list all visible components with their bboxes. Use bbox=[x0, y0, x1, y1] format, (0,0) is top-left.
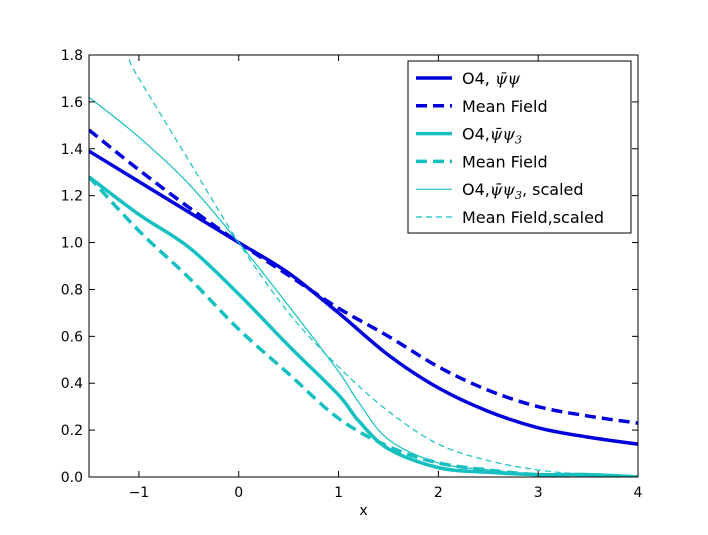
legend-entries: O4, ψ̄ψ Mean Field O4,ψ̄ψ3 Mean Field O4,ψ̄ψ… bbox=[416, 69, 604, 227]
y-tick-label: 0.4 bbox=[61, 376, 83, 392]
x-tick-label: −1 bbox=[129, 485, 150, 501]
legend: O4, ψ̄ψ Mean Field O4,ψ̄ψ3 Mean Field O4,ψ̄ψ… bbox=[407, 60, 632, 234]
y-tick-label: 0.8 bbox=[61, 282, 83, 298]
x-tick-label: 1 bbox=[334, 485, 343, 501]
y-tick-label: 0.2 bbox=[61, 423, 83, 439]
y-tick-label: 1.2 bbox=[61, 189, 83, 205]
plot-frame bbox=[88, 54, 639, 478]
y-tick-label: 1.6 bbox=[61, 95, 83, 111]
series-line-6 bbox=[128, 59, 638, 477]
y-tick-label: 0.0 bbox=[61, 470, 83, 486]
legend-label-3: O4,ψ̄ψ3 bbox=[462, 125, 522, 147]
y-tick-label: 1.4 bbox=[61, 142, 83, 158]
tick-layer: −1 0 1 2 3 4 0.0 0.2 0.4 0.6 0.8 1.0 1.2 1.4 1.6 1.8 bbox=[61, 48, 643, 501]
x-tick-label: 3 bbox=[534, 485, 543, 501]
legend-label-5: O4,ψ̄ψ3, scaled bbox=[462, 180, 584, 202]
series-line-1 bbox=[89, 149, 638, 446]
series-line-4 bbox=[89, 175, 638, 477]
y-tick-label: 1.0 bbox=[61, 236, 83, 252]
legend-label-1: O4, ψ̄ψ bbox=[462, 69, 521, 88]
legend-label-6: Mean Field,scaled bbox=[462, 208, 604, 227]
legend-frame bbox=[407, 60, 632, 234]
series-line-2 bbox=[89, 128, 638, 425]
y-tick-label: 0.6 bbox=[61, 329, 83, 345]
x-tick-label: 0 bbox=[234, 485, 243, 501]
x-axis-label: x bbox=[359, 503, 367, 519]
x-tick-label: 2 bbox=[434, 485, 443, 501]
y-tick-label: 1.8 bbox=[61, 48, 83, 64]
x-tick-label: 4 bbox=[634, 485, 643, 501]
legend-label-4: Mean Field bbox=[462, 152, 548, 171]
legend-label-2: Mean Field bbox=[462, 97, 548, 116]
